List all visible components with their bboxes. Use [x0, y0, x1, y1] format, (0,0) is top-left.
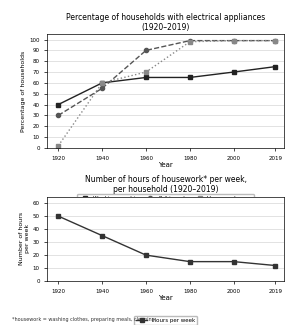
Legend: Washing machine, Refrigerator, Vacuum cleaner: Washing machine, Refrigerator, Vacuum cl… — [77, 194, 254, 203]
Legend: Hours per week: Hours per week — [134, 316, 197, 325]
Y-axis label: Percentage of households: Percentage of households — [21, 50, 26, 132]
Text: *housework = washing clothes, preparing meals, cleaning: *housework = washing clothes, preparing … — [12, 317, 155, 322]
X-axis label: Year: Year — [158, 295, 173, 301]
Y-axis label: Number of hours
per week: Number of hours per week — [19, 212, 30, 266]
Title: Percentage of households with electrical appliances
(1920–2019): Percentage of households with electrical… — [66, 13, 266, 32]
Title: Number of hours of housework* per week,
per household (1920–2019): Number of hours of housework* per week, … — [85, 175, 247, 194]
X-axis label: Year: Year — [158, 162, 173, 168]
